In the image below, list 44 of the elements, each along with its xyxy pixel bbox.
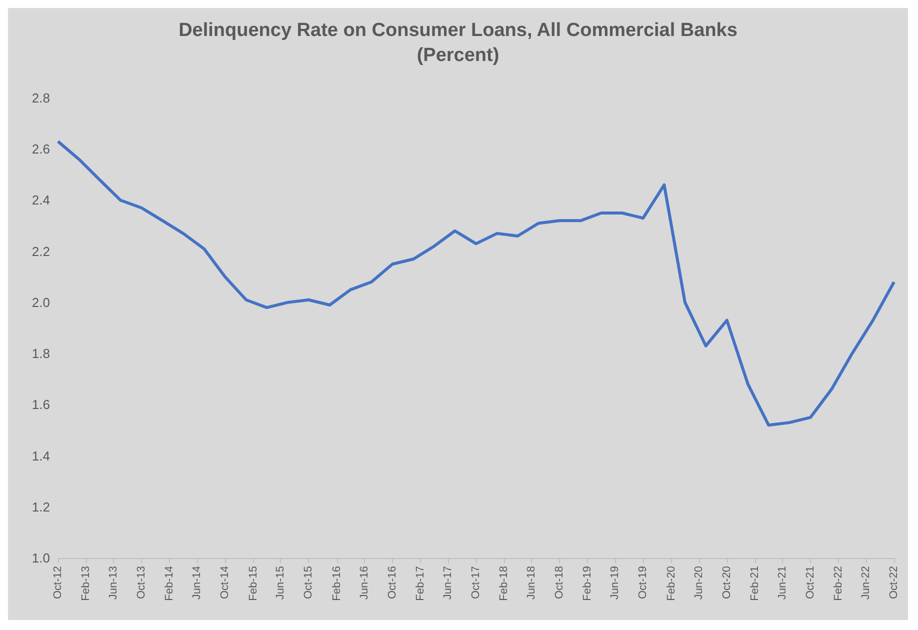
- y-tick-label: 1.0: [32, 550, 50, 566]
- x-tick-label: Oct-12: [52, 566, 64, 600]
- x-tick-label: Feb-18: [498, 566, 510, 601]
- x-tick-label: Oct-19: [637, 566, 650, 600]
- y-tick-label: 2.4: [32, 192, 50, 208]
- x-tick-label: Oct-21: [804, 566, 816, 600]
- x-tick-label: Feb-19: [582, 566, 594, 601]
- x-tick-label: Jun-22: [860, 566, 872, 600]
- x-tick-label: Feb-16: [330, 566, 343, 601]
- x-tick-label: Oct-15: [302, 566, 315, 600]
- line-series: [56, 140, 896, 427]
- x-tick-label: Feb-15: [247, 566, 260, 601]
- x-tick-label: Jun-18: [526, 566, 538, 600]
- x-tick-label: Oct-16: [386, 566, 398, 600]
- x-tick-label: Jun-19: [609, 566, 622, 600]
- x-tick-label: Oct-17: [470, 566, 482, 600]
- x-tick-label: Jun-14: [191, 566, 204, 600]
- x-tick-label: Feb-22: [832, 566, 845, 601]
- x-tick-label: Oct-13: [136, 566, 148, 600]
- x-tick-label: Jun-21: [776, 566, 789, 600]
- x-tick-label: Feb-13: [80, 566, 92, 601]
- y-tick-label: 1.2: [32, 499, 50, 514]
- x-tick-label: Jun-16: [358, 566, 371, 600]
- y-tick-label: 1.4: [32, 448, 50, 464]
- x-tick-label: Feb-20: [665, 566, 678, 601]
- y-tick-label: 2.0: [32, 294, 50, 310]
- x-tick-label: Oct-18: [554, 566, 566, 600]
- y-tick-label: 2.2: [32, 244, 50, 259]
- x-tick-label: Oct-14: [219, 566, 232, 600]
- y-tick-label: 2.8: [32, 90, 50, 106]
- x-tick-label: Jun-13: [108, 566, 120, 600]
- y-tick-label: 1.8: [32, 346, 50, 362]
- x-tick-label: Jun-20: [692, 566, 705, 600]
- x-tick-label: Feb-14: [164, 566, 176, 601]
- x-tick-label: Feb-17: [414, 566, 427, 601]
- chart-title: Delinquency Rate on Consumer Loans, All Commercial Banks: [178, 20, 738, 41]
- x-tick-label: Jun-17: [442, 566, 454, 600]
- x-tick-label: Oct-22: [888, 566, 900, 600]
- x-tick-label: Jun-15: [274, 566, 287, 600]
- y-tick-label: 1.6: [32, 397, 50, 412]
- y-tick-label: 2.6: [32, 142, 50, 157]
- chart-subtitle: (Percent): [416, 45, 500, 66]
- x-tick-label: Feb-21: [749, 566, 762, 601]
- x-tick-label: Oct-20: [720, 566, 733, 600]
